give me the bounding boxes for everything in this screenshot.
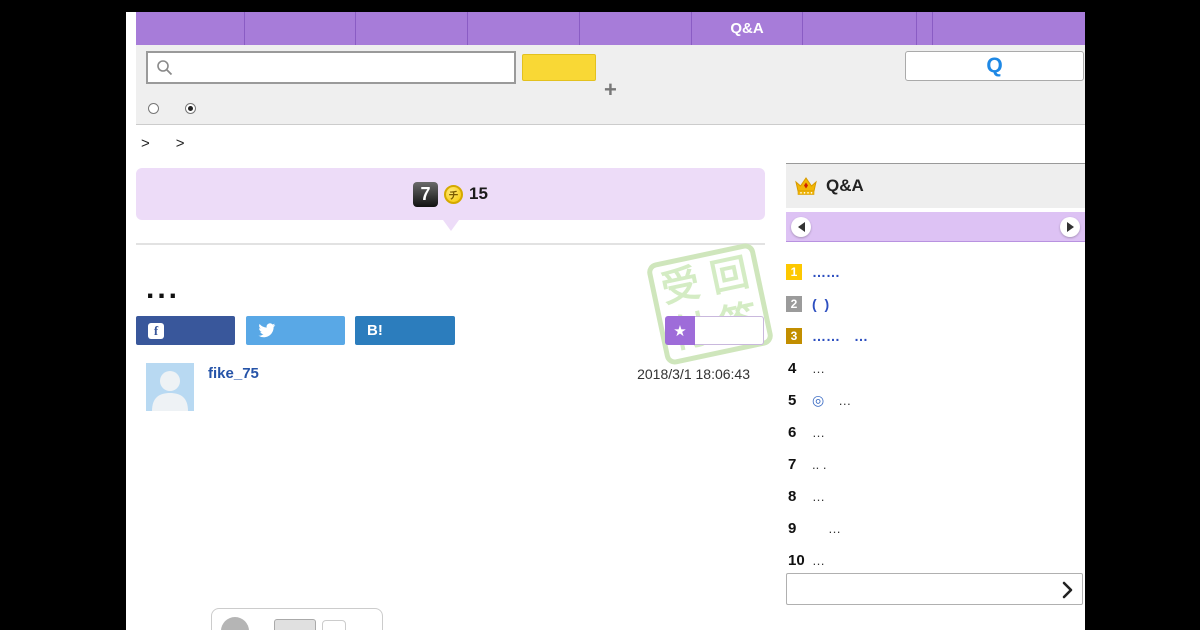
ranking-link[interactable]: … <box>828 520 841 536</box>
ranking-item-7: 7 .. . <box>786 448 1085 480</box>
post-datetime: 2018/3/1 18:06:43 <box>637 366 750 382</box>
ranking-item-2: 2 ( ) <box>786 288 1085 320</box>
category-carousel <box>786 212 1085 242</box>
ranking-mark[interactable]: ◎ <box>812 391 825 408</box>
nav-tab-3[interactable] <box>356 12 468 45</box>
rank-3-badge: 3 <box>786 328 802 344</box>
rank-number: 8 <box>788 487 797 505</box>
user-avatar[interactable] <box>146 363 194 411</box>
breadcrumb: > > <box>141 135 211 152</box>
ranking-list: 1 …… 2 ( ) 3 …… … 4 … 5 ◎ <box>786 256 1085 576</box>
nav-tab-7[interactable] <box>803 12 917 45</box>
search-scope-radios <box>148 103 196 114</box>
reply-mini-button[interactable] <box>274 619 316 630</box>
ranking-link[interactable]: .. . <box>812 456 827 472</box>
rank-number: 7 <box>788 455 797 473</box>
breadcrumb-separator-2: > <box>175 135 185 152</box>
ask-question-button[interactable]: Q <box>905 51 1084 81</box>
carousel-next-button[interactable] <box>1060 217 1080 237</box>
ranking-link[interactable]: ( ) <box>812 296 830 312</box>
ranking-item-10: 10 … <box>786 544 1085 576</box>
rank-number: 9 <box>788 519 797 537</box>
reply-form-partial <box>211 608 383 630</box>
banner-tail <box>443 220 459 231</box>
left-arrow-icon <box>797 222 805 232</box>
chie-coin-icon: チ <box>444 184 464 204</box>
rank-number: 6 <box>788 423 797 441</box>
add-condition-icon[interactable]: + <box>604 77 617 102</box>
rank-1-badge: 1 <box>786 264 802 280</box>
ranking-more-button[interactable] <box>786 573 1083 605</box>
ranking-item-4: 4 … <box>786 352 1085 384</box>
sidebar: Q&A 1 …… 2 ( ) 3 …… … <box>786 163 1085 605</box>
star-widget: ★ <box>665 316 764 345</box>
top-navbar: Q&A <box>136 12 1085 45</box>
rank-2-badge: 2 <box>786 296 802 312</box>
nav-tab-8[interactable] <box>917 12 933 45</box>
rank-number: 4 <box>788 359 797 377</box>
ranking-link-secondary[interactable]: … <box>854 328 868 344</box>
search-icon <box>157 60 173 76</box>
star-icon: ★ <box>673 322 687 340</box>
chevron-right-icon <box>1062 581 1073 599</box>
coin-value: 15 <box>469 184 488 203</box>
person-silhouette-icon <box>152 371 188 411</box>
search-submit-button[interactable] <box>522 54 596 81</box>
star-count-box <box>695 316 764 345</box>
search-section: + Q <box>136 45 1085 125</box>
ranking-link[interactable]: …… <box>812 328 840 344</box>
nav-tab-9[interactable] <box>933 12 1085 45</box>
ranking-link[interactable]: … <box>812 552 825 568</box>
ranking-link[interactable]: … <box>838 392 852 408</box>
user-name-link[interactable]: fike_75 <box>208 365 259 382</box>
content-divider <box>136 243 765 245</box>
nav-tab-qa[interactable]: Q&A <box>692 12 803 45</box>
carousel-prev-button[interactable] <box>791 217 811 237</box>
nav-tab-1[interactable] <box>136 12 245 45</box>
question-status-banner: 7 チ 15 <box>136 168 765 220</box>
star-button[interactable]: ★ <box>665 316 695 345</box>
rank-number: 5 <box>788 391 797 409</box>
answer-count-badge: 7 <box>413 181 439 207</box>
ranking-item-9: 9 … <box>786 512 1085 544</box>
mini-action-box[interactable] <box>322 620 346 630</box>
ranking-item-1: 1 …… <box>786 256 1085 288</box>
hatena-icon: B! <box>367 322 383 339</box>
nav-tab-2[interactable] <box>245 12 356 45</box>
ranking-link[interactable]: … <box>812 360 825 376</box>
facebook-icon: f <box>148 322 164 339</box>
hatena-share-button[interactable]: B! <box>355 316 455 345</box>
facebook-share-button[interactable]: f <box>136 316 235 345</box>
twitter-bird-icon <box>258 323 276 338</box>
sidebar-ranking-header: Q&A <box>786 163 1085 208</box>
ranking-item-8: 8 … <box>786 480 1085 512</box>
right-arrow-icon <box>1066 222 1074 232</box>
ranking-item-3: 3 …… … <box>786 320 1085 352</box>
nav-tab-4[interactable] <box>468 12 580 45</box>
breadcrumb-separator-1: > <box>141 135 150 152</box>
sidebar-title: Q&A <box>826 176 864 195</box>
page: Q&A + Q > > <box>126 12 1085 630</box>
radio-option-1[interactable] <box>148 103 159 114</box>
radio-option-2[interactable] <box>185 103 196 114</box>
search-input[interactable] <box>179 59 514 76</box>
accepting-answers-stamp: 受 回 付 答 <box>645 241 775 367</box>
question-title: ... <box>146 272 181 305</box>
nav-tab-5[interactable] <box>580 12 692 45</box>
ranking-link[interactable]: … <box>812 488 825 504</box>
reply-avatar-placeholder <box>221 617 249 630</box>
ranking-link[interactable]: … <box>812 424 825 440</box>
rank-number: 10 <box>788 551 805 569</box>
crown-icon <box>795 177 817 195</box>
search-box <box>146 51 516 84</box>
ranking-item-6: 6 … <box>786 416 1085 448</box>
ranking-link[interactable]: …… <box>812 264 840 280</box>
stamp-char: 回 <box>706 251 753 301</box>
twitter-share-button[interactable] <box>246 316 345 345</box>
ranking-item-5: 5 ◎ … <box>786 384 1085 416</box>
stamp-char: 受 <box>657 261 704 311</box>
